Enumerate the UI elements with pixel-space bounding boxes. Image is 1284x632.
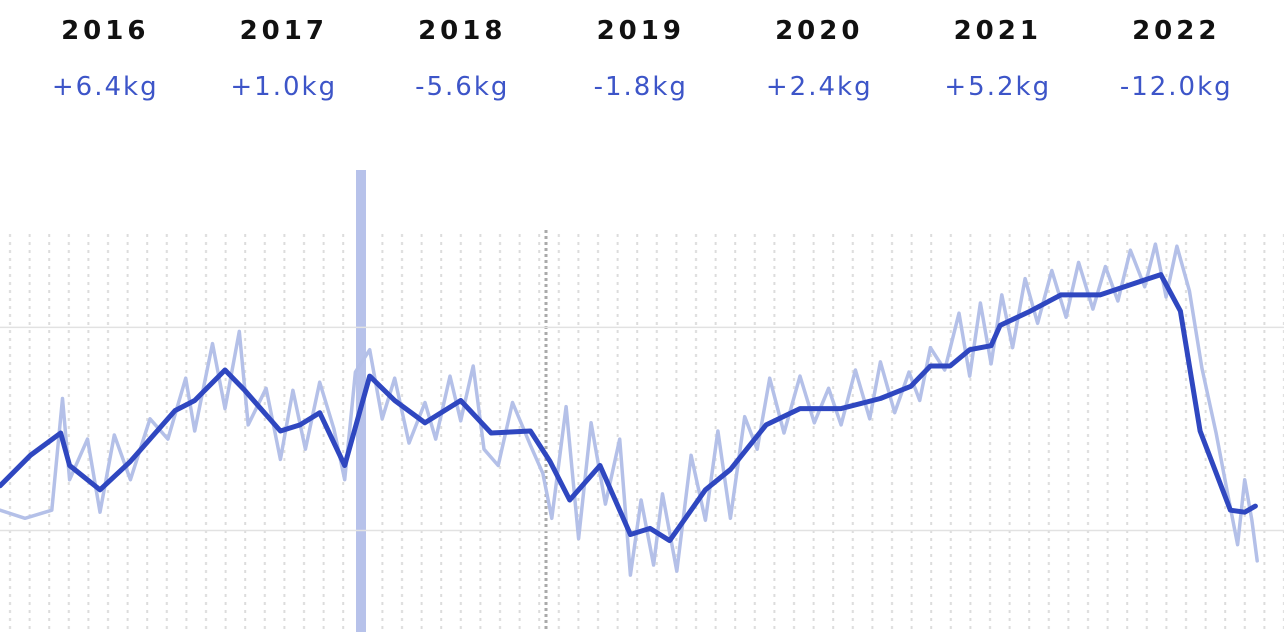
weight-change: +2.4kg [765, 72, 873, 102]
year-header: 2016 +6.4kg 2017 +1.0kg 2018 -5.6kg 2019 -1.8kg… [16, 0, 1266, 102]
year-label: 2017 [239, 16, 328, 46]
weight-change: +1.0kg [230, 72, 338, 102]
raw-line [0, 242, 1259, 577]
year-column: 2018 -5.6kg [373, 0, 552, 102]
weight-change: +5.2kg [944, 72, 1052, 102]
year-column: 2019 -1.8kg [552, 0, 731, 102]
year-label: 2016 [61, 16, 150, 46]
year-column: 2016 +6.4kg [16, 0, 195, 102]
weight-change: +6.4kg [51, 72, 159, 102]
weight-change: -5.6kg [415, 72, 510, 102]
year-label: 2018 [418, 16, 507, 46]
year-label: 2019 [596, 16, 685, 46]
smoothed-line [0, 272, 1258, 544]
weight-change: -12.0kg [1119, 72, 1233, 102]
year-column: 2021 +5.2kg [909, 0, 1088, 102]
year-label: 2021 [953, 16, 1042, 46]
year-label: 2022 [1132, 16, 1221, 46]
year-column: 2017 +1.0kg [195, 0, 374, 102]
chart [0, 170, 1284, 632]
year-label: 2020 [775, 16, 864, 46]
year-column: 2022 -12.0kg [1087, 0, 1266, 102]
weight-change: -1.8kg [593, 72, 688, 102]
year-column: 2020 +2.4kg [730, 0, 909, 102]
dot-grid [0, 230, 1284, 632]
